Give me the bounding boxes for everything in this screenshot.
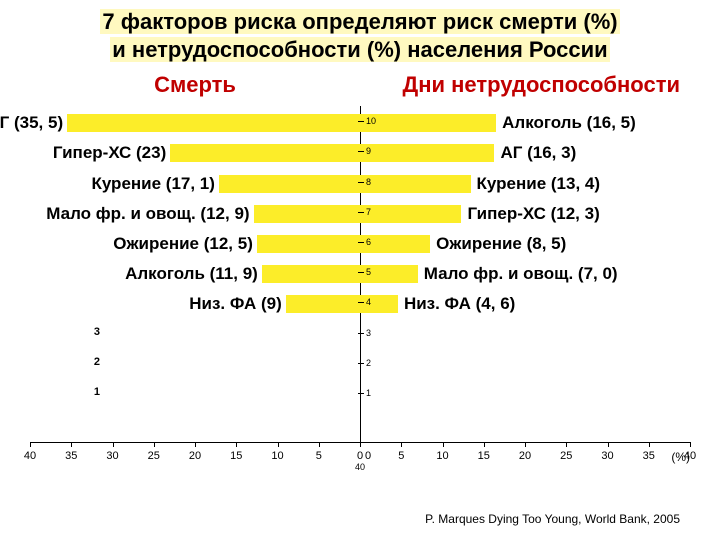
x-tick-label: 40 [24,450,36,462]
x-tick [484,442,485,447]
x-tick-label: 20 [189,450,201,462]
x-tick [401,442,402,447]
percent-label: (%) [671,450,690,464]
y-tick [358,393,364,394]
bar-label-right: Мало фр. и овощ. (7, 0) [424,264,618,284]
y-tick [358,212,364,213]
small-left-num: 2 [94,356,100,368]
bar-left [286,295,360,313]
x-tick [71,442,72,447]
y-tick [358,333,364,334]
y-tick [358,242,364,243]
bar-right [360,144,494,162]
x-tick [608,442,609,447]
x-tick [236,442,237,447]
title-line2: и нетрудоспособности (%) населения Росси… [110,37,609,62]
x-tick [566,442,567,447]
small-left-num: 3 [94,326,100,338]
x-tick-label: 15 [478,450,490,462]
y-tick-label: 9 [366,146,371,156]
x-tick [154,442,155,447]
bar-label-left: Мало фр. и овощ. (12, 9) [46,204,249,224]
x-tick-label: 30 [106,450,118,462]
source-citation: P. Marques Dying Too Young, World Bank, … [425,512,680,526]
y-tick [358,272,364,273]
page-title: 7 факторов риска определяют риск смерти … [20,8,700,63]
y-tick [358,121,364,122]
x-tick-label: 10 [436,450,448,462]
y-tick-label: 1 [366,388,371,398]
subhead-right: Дни нетрудоспособности [360,72,690,98]
x-tick-label: 35 [65,450,77,462]
chart: Смерть Дни нетрудоспособности АГ (35, 5)… [30,72,690,472]
y-tick [358,363,364,364]
x-tick [360,442,361,447]
x-tick-label: 20 [519,450,531,462]
x-tick-label: 0 [365,450,371,462]
x-tick-label: 5 [398,450,404,462]
y-tick-label: 10 [366,116,376,126]
bar-label-right: Гипер-ХС (12, 3) [467,204,599,224]
bar-label-right: Алкоголь (16, 5) [502,113,636,133]
y-tick-label: 2 [366,358,371,368]
y-tick-label: 5 [366,267,371,277]
bar-label-left: Курение (17, 1) [91,174,214,194]
subhead-left: Смерть [30,72,360,98]
x-tick-label: 25 [148,450,160,462]
x-tick-label: 0 [357,450,363,462]
x-tick-label: 5 [316,450,322,462]
x-tick-label: 35 [643,450,655,462]
bar-label-left: Алкоголь (11, 9) [125,264,258,284]
y-tick [358,302,364,303]
x-tick [690,442,691,447]
subheads: Смерть Дни нетрудоспособности [30,72,690,98]
bar-label-left: Низ. ФА (9) [189,294,282,314]
x-tick [649,442,650,447]
bar-label-right: Курение (13, 4) [477,174,600,194]
x-tick-label: 15 [230,450,242,462]
y-tick [358,182,364,183]
bar-label-right: Ожирение (8, 5) [436,234,566,254]
bar-left [170,144,360,162]
bar-left [254,205,360,223]
x-tick [30,442,31,447]
bar-label-right: Низ. ФА (4, 6) [404,294,515,314]
bar-left [219,175,360,193]
bar-right [360,114,496,132]
y-tick-label: 3 [366,328,371,338]
bar-label-left: АГ (35, 5) [0,113,63,133]
title-line1: 7 факторов риска определяют риск смерти … [100,9,619,34]
y-tick-label: 4 [366,297,371,307]
bar-label-right: АГ (16, 3) [500,143,576,163]
x-tick [113,442,114,447]
x-tick-label: 10 [271,450,283,462]
x-tick-label: 25 [560,450,572,462]
x-tick-label: 30 [601,450,613,462]
bar-left [262,265,360,283]
bar-left [67,114,360,132]
bar-right [360,175,471,193]
bar-right [360,205,461,223]
title-block: 7 факторов риска определяют риск смерти … [0,0,720,67]
center-sub-40: 40 [355,462,365,472]
y-tick [358,151,364,152]
small-left-num: 1 [94,386,100,398]
x-tick [278,442,279,447]
y-tick-label: 7 [366,207,371,217]
bar-label-left: Ожирение (12, 5) [113,234,253,254]
y-tick-label: 6 [366,237,371,247]
y-tick-label: 8 [366,177,371,187]
bar-label-left: Гипер-ХС (23) [53,143,166,163]
x-tick [525,442,526,447]
x-tick [195,442,196,447]
bar-left [257,235,360,253]
x-tick [319,442,320,447]
x-tick [443,442,444,447]
